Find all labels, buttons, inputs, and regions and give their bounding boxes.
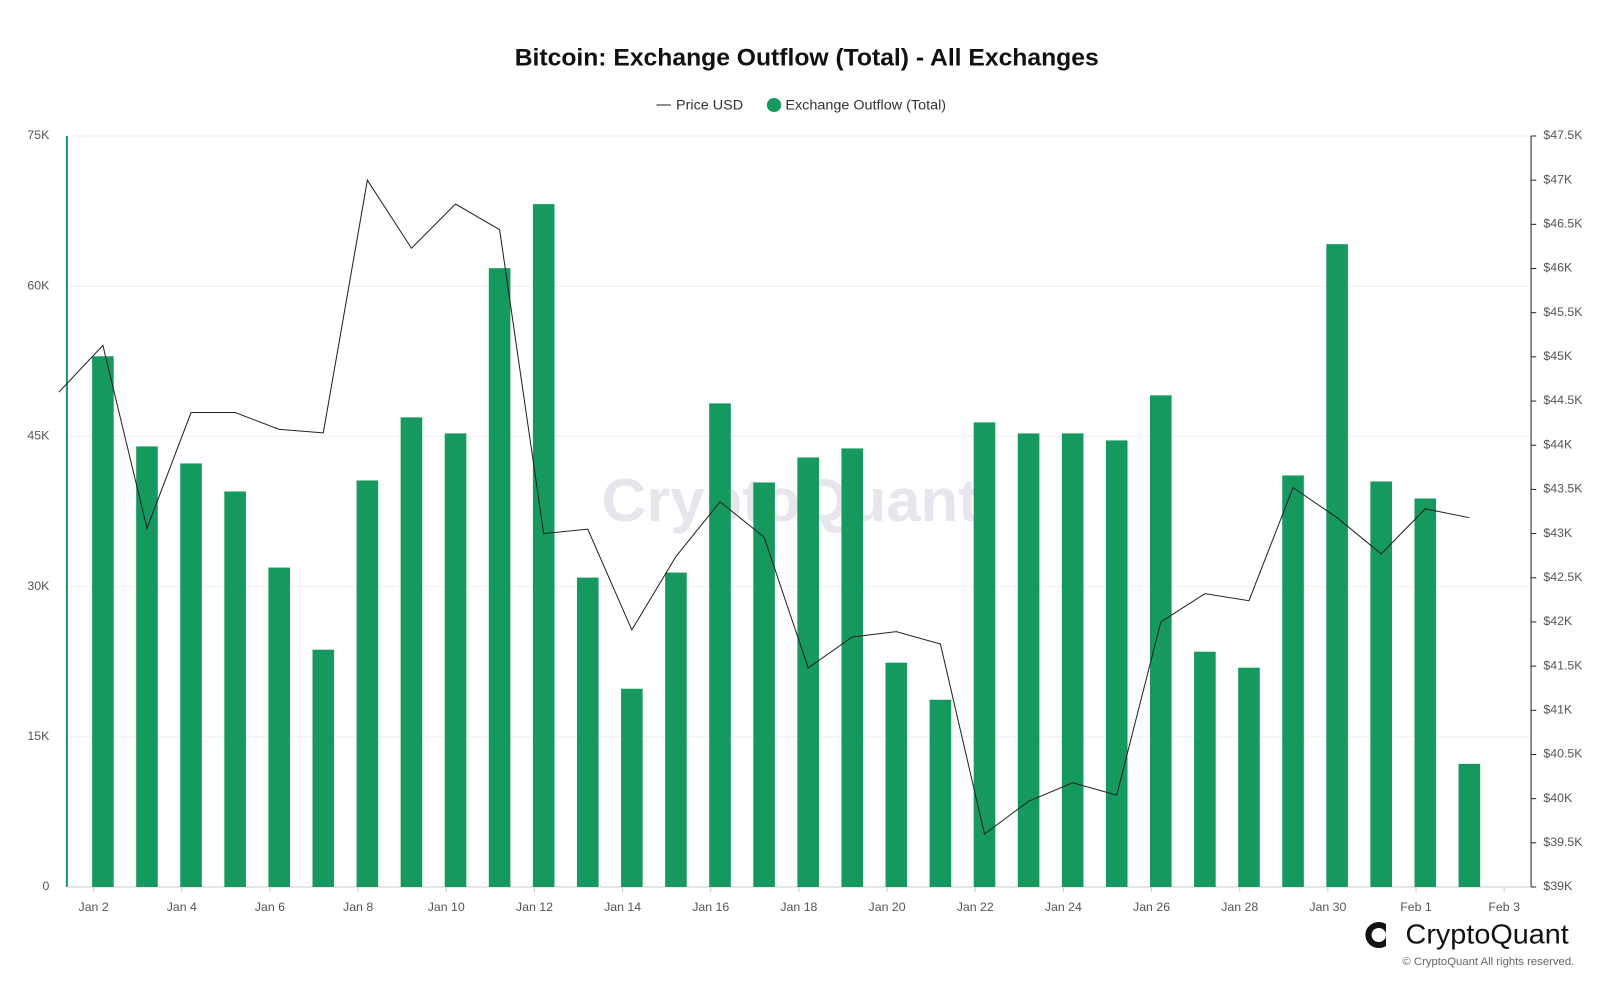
x-tick-label: Feb 3 <box>1488 900 1520 914</box>
bar <box>973 422 996 887</box>
bar <box>444 433 467 887</box>
bar <box>1194 651 1216 887</box>
x-tick-label: Jan 6 <box>255 900 285 914</box>
y2-tick-label: $40K <box>1543 791 1572 805</box>
x-tick-label: Jan 4 <box>167 900 197 914</box>
bar <box>180 463 202 887</box>
bar <box>1370 481 1393 887</box>
bar <box>841 448 864 887</box>
y2-tick-label: $45K <box>1543 349 1572 363</box>
bar <box>532 204 555 887</box>
y2-tick-label: $41K <box>1543 703 1572 717</box>
y-tick-label: 30K <box>27 579 49 593</box>
bar <box>1017 433 1040 887</box>
y2-tick-label: $45.5K <box>1543 305 1582 319</box>
bar <box>885 662 908 887</box>
bar <box>1282 475 1304 887</box>
bar <box>268 567 291 887</box>
legend-swatch <box>766 98 782 112</box>
x-tick-label: Jan 22 <box>957 900 994 914</box>
x-tick-label: Feb 1 <box>1400 900 1432 914</box>
bar <box>576 577 599 887</box>
legend-label: Exchange Outflow (Total) <box>785 98 946 114</box>
x-tick-label: Jan 16 <box>692 900 729 914</box>
y-tick-label: 45K <box>27 429 49 443</box>
y2-tick-label: $44K <box>1543 438 1572 452</box>
bar <box>1105 440 1128 887</box>
y-tick-label: 75K <box>27 128 49 142</box>
x-tick-label: Jan 18 <box>780 900 817 914</box>
bar <box>929 699 952 887</box>
x-tick-label: Jan 12 <box>516 900 553 914</box>
bar <box>224 491 246 887</box>
x-tick-label: Jan 20 <box>869 900 906 914</box>
y2-tick-label: $47.5K <box>1543 128 1582 142</box>
brand-name: CryptoQuant <box>1406 919 1569 951</box>
legend-item: Price USD <box>656 98 743 114</box>
bar <box>797 457 819 887</box>
brand-logo: CryptoQuant <box>1365 919 1569 951</box>
bar <box>1061 433 1084 887</box>
x-tick-label: Jan 8 <box>343 900 373 914</box>
bar <box>488 268 511 887</box>
y2-tick-label: $47K <box>1543 173 1572 187</box>
bar <box>400 417 423 887</box>
y-tick-label: 60K <box>27 279 49 293</box>
price-line <box>58 178 1470 835</box>
bar <box>356 480 379 887</box>
y2-tick-label: $43K <box>1543 526 1572 540</box>
bar <box>665 572 687 887</box>
bar <box>92 356 114 887</box>
y2-tick-label: $39.5K <box>1543 835 1582 849</box>
chart-title: Bitcoin: Exchange Outflow (Total) - All … <box>515 45 1099 72</box>
x-tick-label: Jan 2 <box>79 900 109 914</box>
bar <box>1414 498 1437 887</box>
watermark: CryptoQuant <box>602 467 979 534</box>
y2-tick-label: $46.5K <box>1543 217 1582 231</box>
y-tick-label: 0 <box>43 879 50 893</box>
bar <box>136 446 158 887</box>
y2-tick-label: $41.5K <box>1543 658 1582 672</box>
legend-label: Price USD <box>676 98 743 114</box>
y2-tick-label: $40.5K <box>1543 747 1582 761</box>
bar <box>621 688 643 887</box>
x-tick-label: Jan 24 <box>1045 900 1082 914</box>
y2-tick-label: $46K <box>1543 261 1572 275</box>
x-tick-label: Jan 30 <box>1309 900 1346 914</box>
bar <box>1150 395 1172 887</box>
x-tick-label: Jan 14 <box>604 900 641 914</box>
legend-item: Exchange Outflow (Total) <box>766 98 946 114</box>
bar <box>1238 667 1260 887</box>
bar <box>1326 244 1348 888</box>
y2-tick-label: $42.5K <box>1543 570 1582 584</box>
copyright: © CryptoQuant All rights reserved. <box>1402 956 1574 968</box>
x-tick-label: Jan 28 <box>1221 900 1258 914</box>
y-tick-label: 15K <box>27 729 49 743</box>
y2-tick-label: $44.5K <box>1543 393 1582 407</box>
y2-tick-label: $42K <box>1543 614 1572 628</box>
bar <box>1458 763 1481 887</box>
y2-tick-label: $43.5K <box>1543 482 1582 496</box>
x-tick-label: Jan 26 <box>1133 900 1170 914</box>
x-tick-label: Jan 10 <box>428 900 465 914</box>
bar <box>753 482 775 887</box>
y2-tick-label: $39K <box>1543 879 1572 893</box>
bar <box>709 403 731 887</box>
bar <box>312 649 335 887</box>
